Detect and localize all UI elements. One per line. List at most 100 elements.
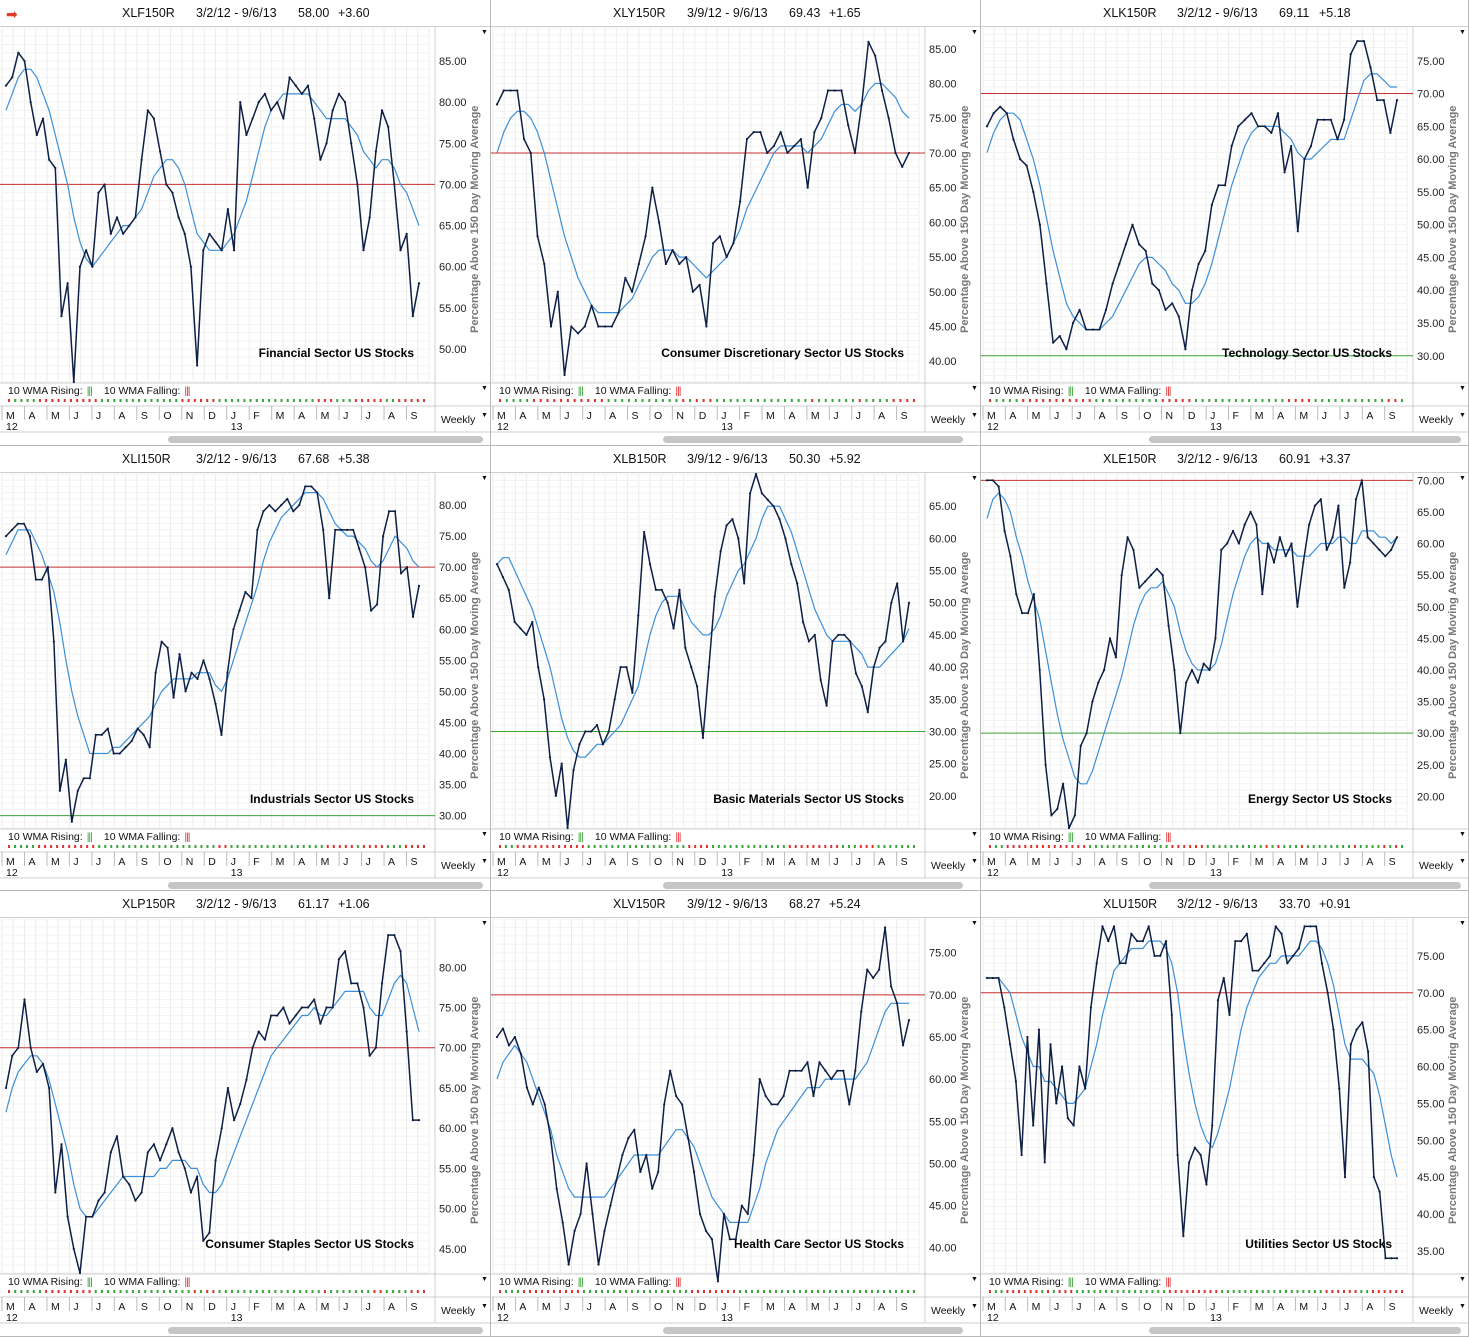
- period-menu-icon[interactable]: ▼: [971, 858, 978, 865]
- panel-menu-icon[interactable]: ▼: [481, 29, 488, 36]
- price-point: [1089, 1006, 1093, 1009]
- y-tick-label: 50.00: [929, 1158, 957, 1170]
- price-point: [812, 1094, 815, 1098]
- horizontal-scrollbar[interactable]: [1149, 436, 1461, 443]
- month-label: J: [1054, 410, 1059, 422]
- horizontal-scrollbar[interactable]: [663, 436, 963, 443]
- price-point: [1228, 1013, 1231, 1016]
- panel-menu-icon[interactable]: ▼: [971, 475, 978, 482]
- price-point: [513, 1035, 517, 1039]
- horizontal-scrollbar[interactable]: [168, 1327, 483, 1334]
- price-point: [88, 777, 91, 780]
- period-menu-icon[interactable]: ▼: [971, 412, 978, 419]
- price-series-line: [5, 934, 419, 1274]
- price-point: [118, 752, 121, 755]
- indicator-menu-icon[interactable]: ▼: [971, 1276, 978, 1283]
- indicator-menu-icon[interactable]: ▼: [1459, 385, 1466, 392]
- price-point: [872, 976, 875, 980]
- price-point: [226, 208, 230, 211]
- y-tick-label: 70.00: [439, 179, 467, 191]
- horizontal-scrollbar[interactable]: [168, 882, 483, 889]
- wma-dot: [1267, 1290, 1270, 1293]
- price-point: [1193, 1146, 1196, 1149]
- horizontal-scrollbar[interactable]: [1149, 882, 1461, 889]
- wma-dot: [1250, 1290, 1253, 1293]
- price-point: [350, 982, 353, 985]
- indicator-menu-icon[interactable]: ▼: [481, 385, 488, 392]
- indicator-menu-icon[interactable]: ▼: [1459, 1276, 1466, 1283]
- wma-dot: [1145, 1290, 1148, 1293]
- price-point: [759, 131, 762, 134]
- horizontal-scrollbar[interactable]: [168, 436, 483, 443]
- wma-dot: [224, 1290, 227, 1293]
- period-menu-icon[interactable]: ▼: [1459, 1303, 1466, 1310]
- wma-dot: [599, 845, 602, 848]
- price-point: [643, 530, 646, 534]
- price-point: [325, 1006, 328, 1009]
- wma-dot: [769, 1290, 771, 1293]
- period-selector[interactable]: Weekly: [1419, 414, 1454, 426]
- wma-dot: [1180, 1290, 1183, 1293]
- date-range: 3/9/12 - 9/6/13: [687, 6, 768, 20]
- price-point: [1108, 637, 1112, 640]
- period-menu-icon[interactable]: ▼: [971, 1303, 978, 1310]
- price-point: [1243, 118, 1247, 121]
- period-menu-icon[interactable]: ▼: [481, 412, 488, 419]
- period-selector[interactable]: Weekly: [1419, 860, 1454, 872]
- wma-dot: [8, 845, 10, 848]
- chart-svg: 75.0070.0065.0060.0055.0050.0045.0040.00…: [981, 26, 1468, 433]
- price-point: [94, 733, 97, 736]
- price-point: [142, 733, 145, 736]
- chart-header: XLP150R 3/2/12 - 9/6/13 61.17 +1.06: [0, 891, 490, 918]
- wma-dot: [735, 845, 738, 848]
- wma-dot: [380, 845, 383, 848]
- wma-dot: [330, 1290, 333, 1293]
- price-point: [1231, 529, 1235, 532]
- horizontal-scrollbar[interactable]: [663, 1327, 963, 1334]
- period-selector[interactable]: Weekly: [441, 414, 476, 426]
- panel-menu-icon[interactable]: ▼: [1459, 475, 1466, 482]
- price-point: [1309, 144, 1313, 148]
- red-arrow-icon[interactable]: ➡: [6, 6, 18, 22]
- panel-menu-icon[interactable]: ▼: [971, 29, 978, 36]
- wma-dot: [278, 845, 281, 848]
- period-menu-icon[interactable]: ▼: [481, 1303, 488, 1310]
- wma-dot: [763, 399, 766, 402]
- panel-menu-icon[interactable]: ▼: [481, 920, 488, 927]
- indicator-menu-icon[interactable]: ▼: [971, 831, 978, 838]
- period-selector[interactable]: Weekly: [441, 1305, 476, 1317]
- period-menu-icon[interactable]: ▼: [481, 858, 488, 865]
- period-selector[interactable]: Weekly: [931, 414, 966, 426]
- y-tick-label: 60.00: [929, 533, 957, 545]
- panel-menu-icon[interactable]: ▼: [971, 920, 978, 927]
- y-tick-label: 60.00: [439, 262, 467, 274]
- panel-menu-icon[interactable]: ▼: [1459, 920, 1466, 927]
- wma-dot: [1135, 399, 1138, 402]
- price-point: [268, 503, 271, 507]
- period-menu-icon[interactable]: ▼: [1459, 858, 1466, 865]
- period-selector[interactable]: Weekly: [1419, 1305, 1454, 1317]
- period-selector[interactable]: Weekly: [931, 1305, 966, 1317]
- wma-dot: [1029, 1290, 1032, 1293]
- price-point: [1237, 125, 1240, 128]
- indicator-menu-icon[interactable]: ▼: [481, 1276, 488, 1283]
- horizontal-scrollbar[interactable]: [1149, 1327, 1461, 1334]
- wma-dot: [410, 845, 413, 848]
- horizontal-scrollbar[interactable]: [663, 882, 963, 889]
- wma-dot: [354, 1290, 357, 1293]
- price-point: [1067, 826, 1071, 830]
- indicator-menu-icon[interactable]: ▼: [481, 831, 488, 838]
- wma-dot: [1197, 1290, 1200, 1293]
- price-point: [294, 1014, 297, 1017]
- indicator-menu-icon[interactable]: ▼: [1459, 831, 1466, 838]
- price-point: [159, 150, 162, 153]
- year-label: 12: [497, 867, 509, 879]
- panel-menu-icon[interactable]: ▼: [1459, 29, 1466, 36]
- wma-dot: [68, 845, 71, 848]
- period-menu-icon[interactable]: ▼: [1459, 412, 1466, 419]
- period-selector[interactable]: Weekly: [931, 860, 966, 872]
- indicator-menu-icon[interactable]: ▼: [971, 385, 978, 392]
- panel-menu-icon[interactable]: ▼: [481, 475, 488, 482]
- price-point: [1367, 1050, 1370, 1053]
- period-selector[interactable]: Weekly: [441, 860, 476, 872]
